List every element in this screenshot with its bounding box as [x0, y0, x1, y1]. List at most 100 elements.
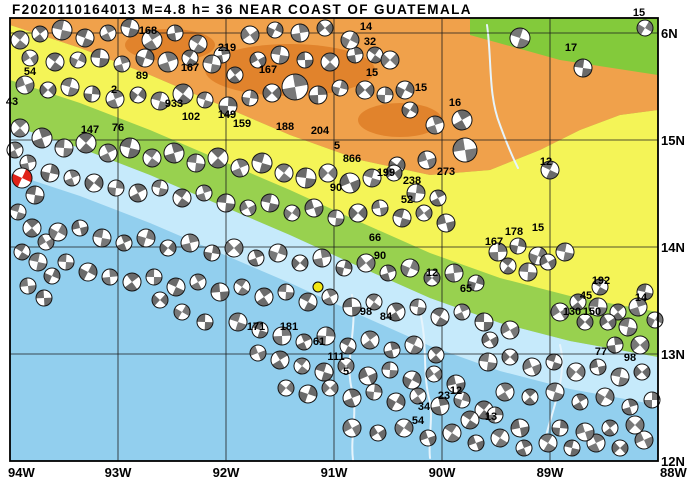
beachball [545, 382, 565, 402]
event-number-label: 159 [233, 118, 251, 130]
beachball [251, 152, 273, 174]
event-number-label: 54 [24, 66, 37, 78]
beachball [233, 278, 251, 296]
beachball [314, 362, 334, 382]
event-number-label: 204 [311, 125, 330, 137]
event-number-label: 150 [583, 306, 601, 318]
beachball [453, 303, 471, 321]
river-line [486, 24, 519, 169]
beachball [145, 268, 163, 286]
beachball [119, 137, 141, 159]
beachball [129, 86, 147, 104]
x-axis-label: 88W [660, 465, 687, 480]
beachball [460, 410, 480, 430]
beachball [35, 289, 53, 307]
beachball [381, 361, 399, 379]
beachball [500, 320, 520, 340]
event-number-label: 15 [415, 82, 427, 94]
beachball [371, 199, 389, 217]
beachball [488, 242, 508, 262]
beachball [522, 357, 542, 377]
beachball [355, 80, 375, 100]
beachball [141, 29, 163, 51]
beachball [406, 183, 426, 203]
beachball [356, 253, 376, 273]
event-number-label: 167 [181, 62, 199, 74]
beachball [101, 268, 119, 286]
beachball [610, 367, 630, 387]
beachball [618, 317, 638, 337]
beachball [189, 273, 207, 291]
x-axis-label: 91W [321, 465, 348, 480]
x-axis-label: 94W [8, 465, 35, 480]
beachball [340, 30, 360, 50]
beachball [342, 297, 362, 317]
beachball [105, 89, 125, 109]
beachball [28, 252, 48, 272]
event-number-label: 34 [418, 401, 431, 413]
beachball [515, 439, 533, 457]
beachball [277, 283, 295, 301]
event-number-label: 12 [426, 267, 438, 279]
beachball [442, 423, 462, 443]
beachball [385, 164, 403, 182]
beachball [188, 34, 208, 54]
event-number-label: 2 [111, 84, 117, 96]
beachball [320, 52, 340, 72]
beachball [203, 244, 221, 262]
beachball [591, 278, 609, 296]
beachball [90, 48, 110, 68]
beachball [342, 418, 362, 438]
beachball [401, 101, 419, 119]
beachball [409, 298, 427, 316]
beachball [369, 424, 387, 442]
beachball [249, 344, 267, 362]
beachball [380, 50, 400, 70]
beachball [501, 348, 519, 366]
event-number-label: 188 [276, 121, 294, 133]
beachball [601, 419, 619, 437]
event-number-label: 5 [343, 366, 349, 378]
event-number-label: 181 [280, 321, 298, 333]
beachball [499, 257, 517, 275]
beachball [39, 81, 57, 99]
beachball [316, 19, 334, 37]
beachball [636, 19, 654, 37]
beachball [115, 234, 133, 252]
beachball [486, 406, 504, 424]
beachball [308, 85, 328, 105]
beachball [262, 83, 282, 103]
event-number-label: 5 [334, 140, 340, 152]
event-number-label: 16 [449, 97, 461, 109]
beachball [540, 160, 560, 180]
beachball [295, 167, 317, 189]
beachball [254, 287, 274, 307]
event-number-label: 17 [565, 42, 577, 54]
beachball [599, 313, 617, 331]
beachball [240, 25, 260, 45]
beachball [196, 91, 214, 109]
beachball [576, 313, 594, 331]
beachball [163, 142, 185, 164]
x-axis-label: 93W [105, 465, 132, 480]
beachball [172, 188, 192, 208]
beachball [84, 173, 104, 193]
beachball [63, 169, 81, 187]
beachball [202, 54, 222, 74]
beachball [83, 85, 101, 103]
beachball [260, 193, 280, 213]
beachball [166, 24, 184, 42]
beachball [159, 239, 177, 257]
beachball [31, 25, 49, 43]
beachballs-layer [6, 18, 664, 457]
event-number-label: 149 [218, 109, 236, 121]
beachball [321, 379, 339, 397]
beachball [358, 366, 378, 386]
beachball [249, 51, 267, 69]
event-number-label: 84 [380, 311, 393, 323]
event-number-label: 13 [485, 411, 497, 423]
beachball [196, 313, 214, 331]
y-axis-label: 12N [661, 454, 685, 469]
event-number-label: 76 [112, 122, 124, 134]
